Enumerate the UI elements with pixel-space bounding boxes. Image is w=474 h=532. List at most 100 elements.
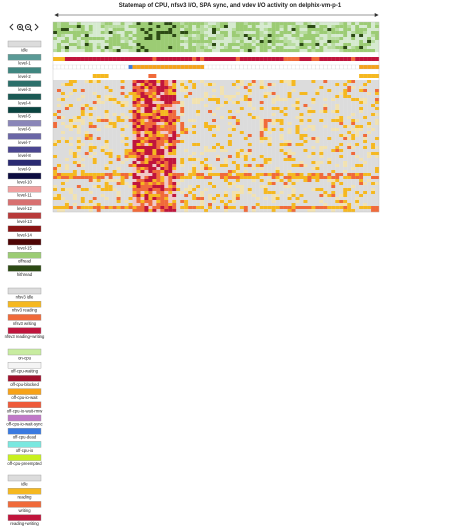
vdev-detail-cell (275, 155, 280, 159)
vdev-detail-cell (263, 167, 268, 171)
nfs-cell (235, 57, 240, 61)
legend-swatch[interactable] (7, 93, 42, 101)
vdev-detail-cell (108, 89, 113, 93)
vdev-detail-cell (60, 155, 66, 159)
vdev-detail-cell (231, 200, 236, 204)
vdev-detail-cell (104, 128, 109, 132)
vdev-detail-cell (367, 179, 372, 183)
legend-swatch[interactable] (7, 362, 42, 369)
legend-swatch[interactable] (7, 251, 42, 259)
nfs-cell (176, 57, 181, 61)
vdev-detail-cell (223, 128, 229, 132)
nav-left[interactable] (9, 23, 14, 31)
vdev-detail-cell (108, 161, 113, 165)
vdev-detail-cell (128, 161, 133, 165)
vdev-detail-cell (160, 110, 165, 114)
vdev-detail-cell (152, 80, 157, 84)
vdev-detail-cell (168, 167, 173, 171)
vdev-detail-cell (351, 134, 356, 138)
cpu-cell (255, 31, 260, 35)
cpu-cell (96, 46, 101, 50)
legend-swatch[interactable] (7, 185, 42, 193)
legend-swatch[interactable] (7, 474, 42, 482)
vdev-detail-cell (128, 83, 133, 87)
legend-swatch[interactable] (7, 441, 42, 448)
legend-swatch[interactable] (7, 80, 42, 87)
vdev-detail-cell (88, 89, 93, 93)
legend-swatch[interactable] (7, 301, 42, 308)
vdev-detail-cell (168, 194, 173, 198)
legend-swatch[interactable] (7, 428, 42, 435)
legend-swatch[interactable] (7, 159, 42, 167)
vdev-detail-cell (88, 95, 93, 99)
zoom-in[interactable] (16, 23, 24, 31)
vdev-detail-cell (367, 173, 372, 177)
cpu-cell (283, 22, 288, 26)
legend-swatch[interactable] (7, 265, 42, 272)
legend-swatch[interactable] (7, 67, 42, 74)
vdev-detail-cell (223, 164, 229, 168)
vdev-detail-cell (152, 194, 157, 198)
legend-swatch[interactable] (7, 199, 42, 206)
vdev-detail-cell (116, 104, 121, 108)
cpu-cell (120, 37, 125, 41)
vdev-detail-cell (375, 170, 380, 174)
legend-swatch[interactable] (7, 119, 42, 127)
vdev-detail-cell (184, 80, 189, 84)
vdev-detail-cell (164, 155, 169, 159)
cpu-cell (275, 49, 280, 53)
nav-right[interactable] (34, 23, 39, 31)
vdev-detail-cell (116, 134, 121, 138)
cpu-cell (323, 22, 328, 26)
vdev-detail-cell (160, 194, 165, 198)
vdev-detail-cell (84, 137, 89, 141)
legend-swatch[interactable] (7, 501, 42, 508)
legend-swatch[interactable] (7, 238, 42, 246)
vdev-detail-cell (335, 83, 340, 87)
legend-swatch[interactable] (7, 314, 42, 321)
vdev-detail-cell (255, 80, 260, 84)
cpu-cell (60, 49, 66, 53)
cpu-cell (68, 28, 73, 32)
legend-swatch[interactable] (7, 488, 42, 495)
legend-swatch[interactable] (7, 225, 42, 233)
legend-swatch[interactable] (7, 54, 42, 61)
legend-swatch[interactable] (7, 401, 42, 408)
vdev-detail-cell (227, 110, 233, 114)
legend-swatch[interactable] (7, 327, 42, 334)
legend-swatch[interactable] (7, 454, 42, 461)
vdev-detail-cell (56, 206, 62, 210)
legend-swatch[interactable] (7, 375, 42, 382)
vdev-detail-cell (108, 179, 113, 183)
legend-swatch[interactable] (7, 388, 42, 395)
legend-swatch[interactable] (7, 172, 42, 180)
cpu-cell (243, 40, 248, 44)
zoom-out[interactable] (24, 23, 32, 31)
cpu-cell (124, 40, 129, 44)
vdev-detail-cell (295, 95, 300, 99)
legend-swatch[interactable] (7, 514, 42, 521)
legend-swatch[interactable] (7, 40, 42, 48)
legend-swatch[interactable] (7, 348, 42, 356)
legend-swatch[interactable] (7, 414, 42, 422)
legend-swatch[interactable] (7, 106, 42, 114)
vdev-detail-cell (160, 131, 165, 135)
vdev-detail-cell (359, 167, 364, 171)
legend-swatch[interactable] (7, 133, 42, 140)
cpu-cell (251, 49, 256, 53)
vdev-detail-cell (200, 170, 205, 174)
vdev-detail-cell (216, 116, 221, 120)
cpu-cell (267, 34, 272, 38)
vdev-detail-cell (132, 155, 137, 159)
legend-swatch[interactable] (7, 287, 42, 295)
vdev-detail-cell (212, 89, 217, 93)
legend-swatch[interactable] (7, 146, 42, 153)
vdev-detail-cell (156, 188, 161, 192)
vdev-detail-cell (188, 149, 193, 153)
cpu-cell (184, 22, 189, 26)
cpu-cell (128, 34, 133, 38)
vdev-detail-cell (176, 143, 181, 147)
vdev-detail-cell (303, 140, 308, 144)
vdev-detail-cell (235, 179, 240, 183)
legend-swatch[interactable] (7, 212, 42, 219)
